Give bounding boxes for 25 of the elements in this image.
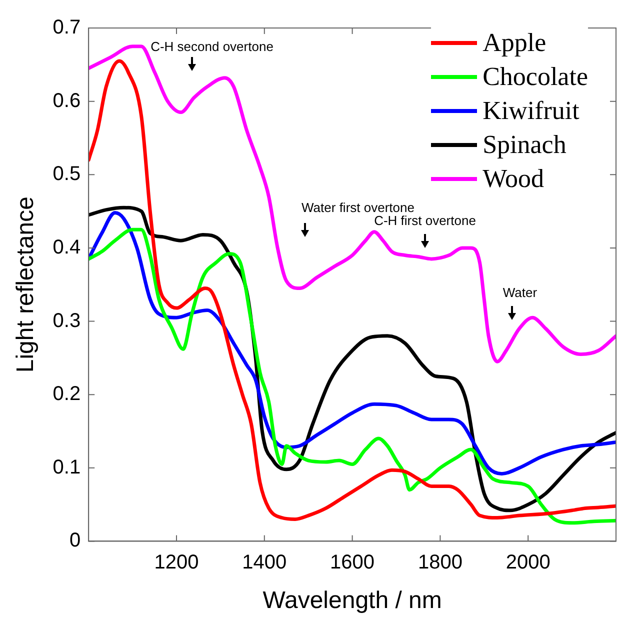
legend-label: Kiwifruit: [482, 95, 580, 127]
y-tick-label: 0.7: [52, 16, 81, 39]
legend-label: Wood: [482, 163, 544, 195]
legend-label: Apple: [482, 27, 546, 59]
annotation: Water first overtone: [302, 200, 414, 215]
x-tick-label: 1200: [154, 552, 199, 574]
y-axis-title: Light reflectance: [12, 196, 40, 373]
y-tick-label: 0.3: [52, 310, 81, 332]
x-tick-label: 1800: [418, 552, 462, 574]
y-tick-label: 0: [69, 530, 81, 552]
legend-label: Chocolate: [482, 61, 588, 93]
line-series: [88, 59, 616, 521]
annotation: C-H second overtone: [150, 39, 274, 54]
x-tick-label: 2000: [506, 552, 550, 574]
y-tick-label: 0.6: [52, 90, 81, 112]
x-tick-label: 1600: [330, 552, 375, 574]
y-tick-label: 0.2: [52, 383, 81, 406]
y-tick-label: 0.5: [52, 163, 81, 186]
y-tick-label: 0.4: [52, 236, 81, 258]
x-tick-label: 1400: [242, 552, 287, 574]
y-tick-label: 0.1: [52, 456, 81, 478]
legend-label: Spinach: [482, 129, 566, 161]
annotation: C-H first overtone: [374, 213, 476, 228]
x-axis-title: Wavelength / nm: [262, 587, 442, 614]
annotation: Water: [502, 285, 538, 300]
